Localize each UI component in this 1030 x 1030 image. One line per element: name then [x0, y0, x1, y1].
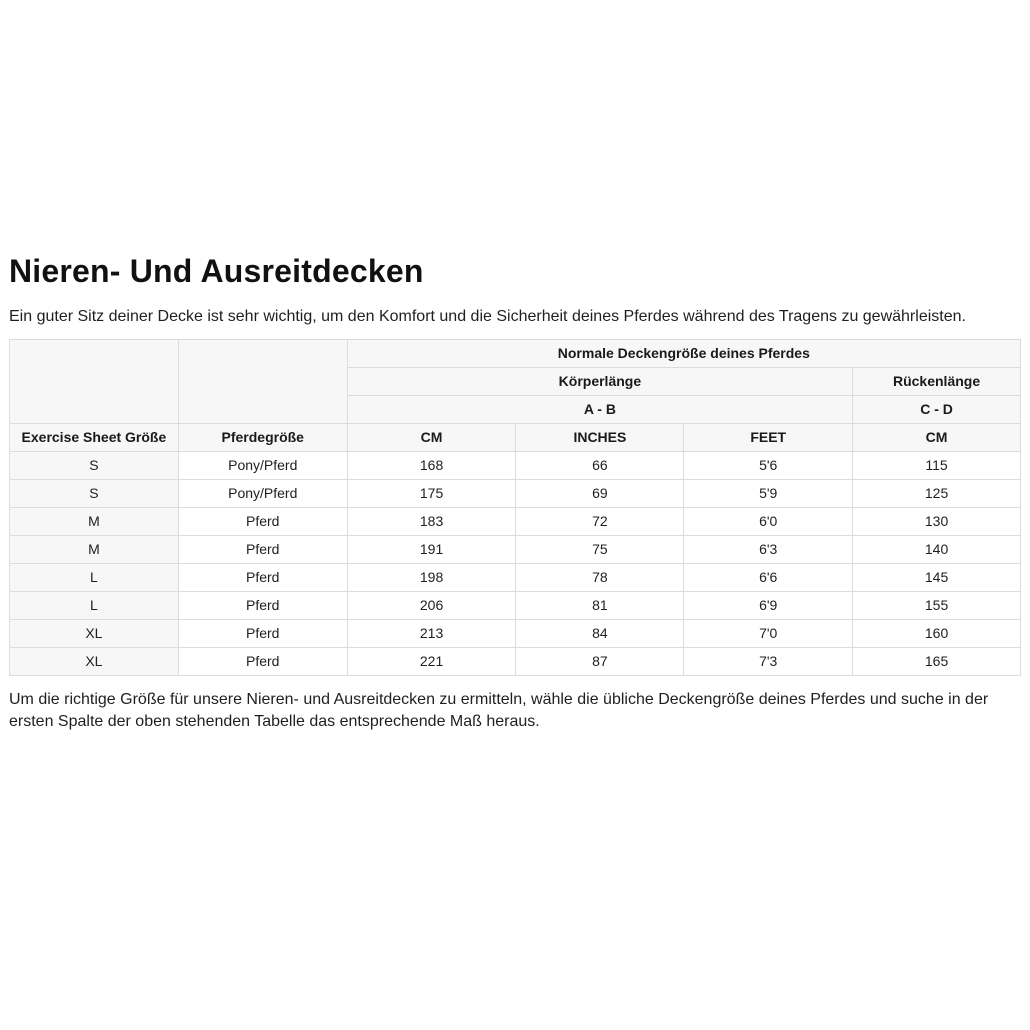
feet-cell: 6'0	[683, 507, 854, 537]
table-header-row-lengths: Körperlänge Rückenlänge	[10, 367, 1021, 397]
column-header-back-cm: CM	[852, 423, 1021, 453]
table-row: L Pferd 198 78 6'6 145	[9, 563, 1021, 593]
table-row: M Pferd 191 75 6'3 140	[9, 535, 1021, 565]
table-row: L Pferd 206 81 6'9 155	[9, 591, 1021, 621]
back-cm-cell: 145	[852, 563, 1021, 593]
back-cm-cell: 155	[852, 591, 1021, 621]
back-range-header: C - D	[852, 395, 1021, 425]
inches-cell: 66	[515, 451, 685, 481]
size-cell: M	[9, 535, 179, 565]
horse-type-cell: Pferd	[177, 563, 348, 593]
empty-corner-cell-size	[9, 339, 179, 425]
inches-cell: 78	[515, 563, 685, 593]
horse-type-cell: Pony/Pferd	[177, 451, 348, 481]
feet-cell: 6'6	[683, 563, 854, 593]
size-cell: S	[9, 451, 179, 481]
cm-cell: 198	[346, 563, 517, 593]
size-cell: XL	[9, 647, 179, 677]
table-row: S Pony/Pferd 168 66 5'6 115	[9, 451, 1021, 481]
size-table: Normale Deckengröße deines Pferdes Körpe…	[9, 339, 1022, 677]
size-cell: M	[9, 507, 179, 537]
column-header-sheet-size: Exercise Sheet Größe	[9, 423, 179, 453]
inches-cell: 69	[515, 479, 685, 509]
table-header-row-group: Normale Deckengröße deines Pferdes	[9, 339, 1022, 425]
inches-cell: 81	[515, 591, 685, 621]
size-cell: XL	[9, 619, 179, 649]
body-range-header: A - B	[346, 395, 854, 425]
size-cell: L	[9, 591, 179, 621]
group-header-cell: Normale Deckengröße deines Pferdes	[346, 339, 1022, 369]
cm-cell: 175	[346, 479, 517, 509]
table-row: XL Pferd 213 84 7'0 160	[9, 619, 1021, 649]
inches-cell: 87	[515, 647, 685, 677]
table-row: XL Pferd 221 87 7'3 165	[9, 647, 1021, 677]
cm-cell: 213	[346, 619, 517, 649]
column-header-feet: FEET	[683, 423, 854, 453]
back-cm-cell: 130	[852, 507, 1021, 537]
back-cm-cell: 165	[852, 647, 1021, 677]
feet-cell: 7'3	[683, 647, 854, 677]
footer-text: Um die richtige Größe für unsere Nieren-…	[9, 691, 989, 731]
back-cm-cell: 125	[852, 479, 1021, 509]
feet-cell: 7'0	[683, 619, 854, 649]
table-column-header-row: Exercise Sheet Größe Pferdegröße CM INCH…	[9, 423, 1021, 453]
back-length-header: Rückenlänge	[852, 367, 1021, 397]
table-row: M Pferd 183 72 6'0 130	[9, 507, 1021, 537]
feet-cell: 5'6	[683, 451, 854, 481]
horse-type-cell: Pferd	[177, 535, 348, 565]
inches-cell: 75	[515, 535, 685, 565]
horse-type-cell: Pferd	[177, 507, 348, 537]
cm-cell: 191	[346, 535, 517, 565]
inches-cell: 84	[515, 619, 685, 649]
feet-cell: 6'3	[683, 535, 854, 565]
back-cm-cell: 160	[852, 619, 1021, 649]
back-cm-cell: 140	[852, 535, 1021, 565]
feet-cell: 5'9	[683, 479, 854, 509]
column-header-horse-size: Pferdegröße	[177, 423, 348, 453]
cm-cell: 221	[346, 647, 517, 677]
size-cell: S	[9, 479, 179, 509]
page-title: Nieren- Und Ausreitdecken	[9, 253, 424, 289]
size-guide-page: Nieren- Und Ausreitdecken Ein guter Sitz…	[9, 253, 1022, 731]
cm-cell: 183	[346, 507, 517, 537]
horse-type-cell: Pferd	[177, 619, 348, 649]
cm-cell: 206	[346, 591, 517, 621]
horse-type-cell: Pferd	[177, 647, 348, 677]
cm-cell: 168	[346, 451, 517, 481]
empty-corner-cell-horse	[177, 339, 348, 425]
horse-type-cell: Pferd	[177, 591, 348, 621]
horse-type-cell: Pony/Pferd	[177, 479, 348, 509]
feet-cell: 6'9	[683, 591, 854, 621]
table-row: S Pony/Pferd 175 69 5'9 125	[9, 479, 1021, 509]
inches-cell: 72	[515, 507, 685, 537]
size-cell: L	[9, 563, 179, 593]
column-header-cm: CM	[346, 423, 517, 453]
intro-text: Ein guter Sitz deiner Decke ist sehr wic…	[9, 308, 966, 326]
back-cm-cell: 115	[852, 451, 1021, 481]
body-length-header: Körperlänge	[346, 367, 854, 397]
column-header-inches: INCHES	[515, 423, 685, 453]
